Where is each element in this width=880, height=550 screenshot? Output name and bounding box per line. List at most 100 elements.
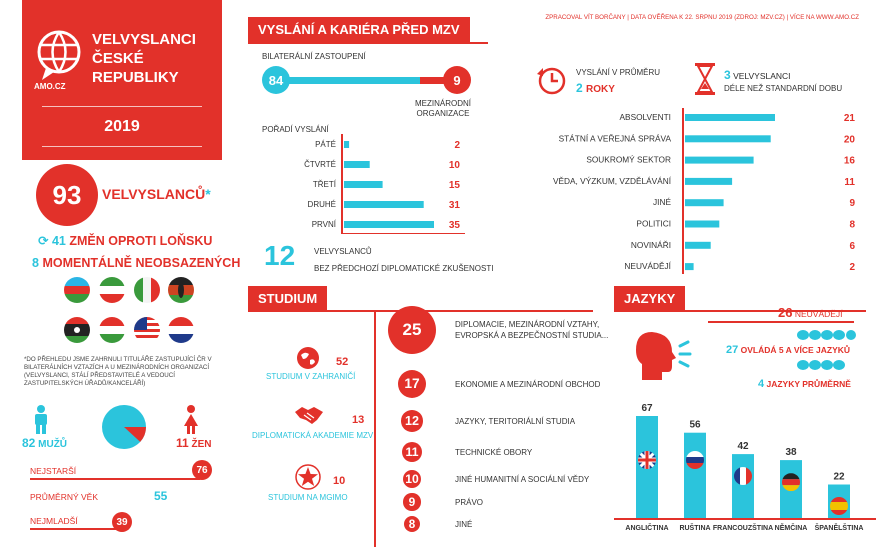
oldest-value: 76 (192, 460, 212, 480)
order-bar (344, 141, 350, 148)
background-value-label: 9 (849, 198, 855, 209)
germany-flag-icon (782, 473, 800, 492)
avg-age-label: průměrný věk (30, 492, 99, 502)
background-category-label: NOVINÁŘI (631, 240, 671, 250)
order-title: pořadí vyslání (262, 125, 329, 134)
hourglass-icon (695, 63, 715, 95)
order-category-label: ČTVRTÉ (304, 160, 336, 169)
avg-langs-label: jazyky průměrně (766, 379, 851, 389)
speech-bubbles-icon (797, 330, 856, 340)
study-field-label: jiné humanitní a sociální vědy (455, 475, 590, 484)
total-label: velvyslanců* (102, 186, 211, 202)
footnote: *do přehledu jsme zahrnuli tituláře zast… (24, 356, 212, 387)
language-value-label: 22 (833, 472, 845, 483)
background-value-label: 2 (849, 262, 855, 273)
study-field-value: 10 (402, 469, 422, 489)
hungary-flag-icon (99, 317, 125, 343)
globe-icon (297, 347, 319, 369)
order-category-label: PRVNÍ (312, 220, 337, 229)
mgimo-num: 10 (333, 475, 346, 487)
kenya-flag-icon (168, 277, 194, 303)
total-label-text: velvyslanců (102, 186, 206, 202)
language-value-label: 38 (785, 447, 797, 458)
no-diplomat-label1: velvyslanců (314, 247, 372, 256)
dipacademy-num: 13 (352, 414, 365, 426)
spain-flag-icon (830, 497, 848, 515)
bilateral-label: bilaterální zastoupení (262, 52, 366, 61)
dipacademy-label: diplomatická akademie MZV (252, 431, 374, 440)
over-time-label1-text: velvyslanci (733, 71, 791, 81)
background-chart: ABSOLVENTI 21 STÁTNÍ A VEŘEJNÁ SPRÁVA 20 SOU… (553, 108, 856, 274)
gender-pie (102, 405, 146, 449)
study-field-label: jiné (455, 520, 473, 529)
uk-flag-icon (638, 451, 656, 469)
languages-section-line (614, 310, 866, 312)
men-label: 82 mužů (22, 436, 67, 450)
no-diplomat-num: 12 (264, 240, 296, 271)
order-category-label: TŘETÍ (313, 180, 337, 189)
language-value-label: 56 (689, 420, 701, 431)
study-field-value: 25 (388, 306, 436, 354)
men-label-text: mužů (38, 439, 68, 450)
women-num: 11 (176, 436, 189, 450)
libya-flag-icon (64, 317, 90, 343)
study-field-value: 8 (404, 516, 420, 532)
handshake-icon (295, 407, 323, 424)
language-category-label: FRANCOUZŠTINA (713, 523, 773, 532)
avg-postings-num: 2 (576, 81, 583, 95)
background-bar (685, 220, 720, 228)
background-category-label: JINÉ (653, 197, 671, 207)
five-plus: 27 ovládá 5 a více jazyků (726, 344, 850, 356)
study-field-value: 12 (401, 410, 423, 432)
background-category-label: ABSOLVENTI (620, 112, 672, 122)
vacant-num: 8 (32, 256, 39, 270)
five-plus-num: 27 (726, 344, 739, 356)
background-value-label: 6 (849, 241, 855, 252)
vacant-line: 8 momentálně neobsazených (32, 256, 240, 270)
abroad-label: studium v zahraničí (266, 372, 356, 381)
vacant-label: momentálně neobsazených (42, 256, 241, 270)
study-field-label: diplomacie, mezinárodní vztahy, evropská… (455, 320, 609, 340)
order-bar (344, 181, 383, 188)
title-rule (42, 146, 202, 147)
background-bar (685, 199, 724, 207)
language-category-label: RUŠTINA (679, 523, 710, 532)
background-category-label: SOUKROMÝ SEKTOR (586, 155, 671, 165)
order-category-label: PÁTÉ (315, 140, 336, 149)
background-value-label: 16 (844, 156, 856, 167)
background-category-label: NEUVÁDĚJÍ (624, 261, 671, 271)
intl-bar (420, 77, 450, 84)
page-title: Velvyslanci České republiky (92, 31, 196, 86)
over-time-num: 3 (724, 68, 731, 82)
bilateral-bar (270, 77, 446, 84)
study-field-label: technické obory (455, 448, 533, 457)
asterisk: * (205, 186, 211, 202)
clock-icon (537, 67, 566, 95)
bilateral-value: 84 (262, 66, 290, 94)
mgimo-label: studium na MGIMO (268, 493, 348, 502)
background-bar (685, 114, 775, 121)
malaysia-flag-icon (134, 317, 160, 343)
order-value-label: 10 (449, 160, 461, 171)
background-value-label: 11 (844, 177, 855, 188)
women-label-text: žen (191, 439, 212, 450)
study-field-value: 17 (397, 369, 427, 399)
language-category-label: ŠPANĚLŠTINA (815, 523, 864, 532)
flags-grid (64, 277, 194, 343)
youngest-line (30, 528, 120, 530)
not-stated: 26 neuvádějí (778, 305, 843, 320)
order-bar (344, 201, 424, 208)
changes-label: změn oproti loňsku (69, 234, 213, 248)
total-circle: 93 (36, 164, 98, 226)
study-field-label: jazyky, teritoriální studia (455, 417, 576, 426)
avg-postings: 2 roky (576, 81, 615, 95)
language-bar (732, 454, 754, 518)
youngest-value: 39 (112, 512, 132, 532)
background-value-label: 21 (844, 113, 856, 124)
man-icon (35, 405, 47, 434)
background-bar (685, 263, 694, 271)
career-section-title: Vyslání a kariéra před MZV (248, 17, 470, 43)
changes-num: 41 (51, 234, 66, 248)
order-bar (344, 161, 370, 168)
gender-pie-women (124, 427, 146, 442)
